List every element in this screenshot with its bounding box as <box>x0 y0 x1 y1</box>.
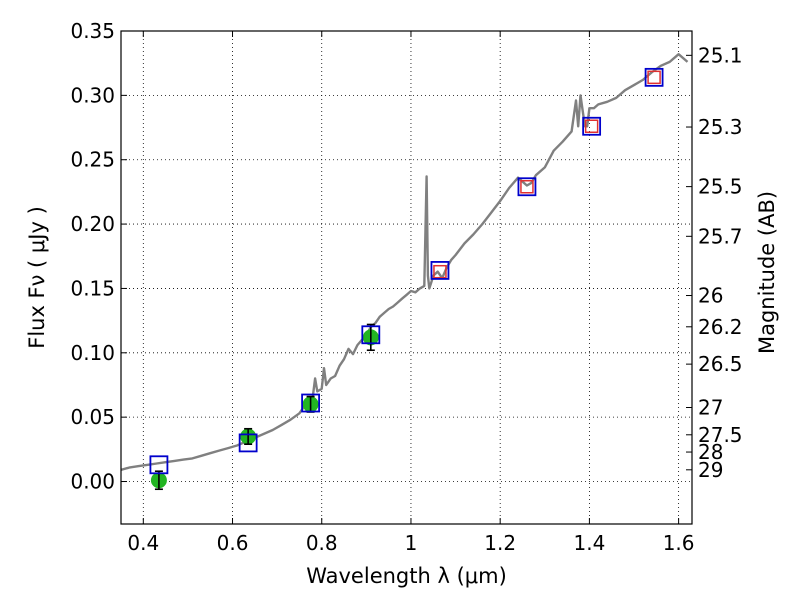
model-square-blue <box>582 116 602 136</box>
x-tick-label: 0.6 <box>217 531 249 555</box>
y2-tick-label: 28 <box>698 440 723 464</box>
model-square-blue <box>238 433 258 453</box>
y2-tick-label: 26 <box>698 284 723 308</box>
plot-frame <box>120 30 693 525</box>
y2-tick-label: 25.1 <box>698 43 743 67</box>
y-tick-label: 0.10 <box>70 341 115 365</box>
spectrum-line <box>121 53 689 472</box>
y2-axis-label: Magnitude (AB) <box>755 191 779 354</box>
model-square-blue <box>361 325 381 345</box>
grid-lines <box>121 30 692 524</box>
y-tick-label: 0.15 <box>70 276 115 300</box>
model-square-red <box>647 70 661 85</box>
x-tick-label: 1.4 <box>573 531 605 555</box>
y2-tick-label: 25.7 <box>698 224 743 248</box>
x-tick-label: 0.4 <box>127 531 159 555</box>
y2-tick-label: 27.5 <box>698 423 743 447</box>
y2-tick-label: 27 <box>698 396 723 420</box>
y2-tick-label: 29 <box>698 458 723 482</box>
data-layer <box>121 53 689 491</box>
y-tick-label: 0.05 <box>70 405 115 429</box>
model-square-red <box>584 119 599 134</box>
y2-tick-label: 26.2 <box>698 315 743 339</box>
y-tick-label: 0.35 <box>70 19 115 43</box>
model-square-red <box>433 264 447 279</box>
x-tick-label: 1.6 <box>663 531 695 555</box>
model-square-blue <box>301 393 320 413</box>
y-tick-label: 0.25 <box>70 148 115 172</box>
y2-tick-label: 26.5 <box>698 352 743 376</box>
y-tick-label: 0.20 <box>70 212 115 236</box>
model-square-blue <box>149 455 169 475</box>
y2-tick-label: 25.5 <box>698 175 743 199</box>
model-square-red <box>520 180 534 194</box>
y-tick-label: 0.30 <box>70 83 115 107</box>
model-square-blue <box>517 177 537 197</box>
y-axis-label: Flux Fν ( μJy ) <box>25 206 49 349</box>
x-axis-label: Wavelength λ (μm) <box>306 564 507 588</box>
model-square-blue <box>644 67 664 87</box>
x-tick-label: 1.2 <box>484 531 516 555</box>
x-axis: 0.4 0.6 0.8 1 1.2 1.4 1.6 <box>127 31 695 555</box>
y-tick-label: 0.00 <box>70 470 115 494</box>
model-square-blue <box>430 261 450 280</box>
y-axis: 0.00 0.05 0.10 0.15 0.20 0.25 0.30 0.35 <box>70 19 127 494</box>
y2-tick-label: 25.3 <box>698 115 743 139</box>
x-tick-label: 1 <box>405 531 418 555</box>
x-tick-label: 0.8 <box>306 531 338 555</box>
